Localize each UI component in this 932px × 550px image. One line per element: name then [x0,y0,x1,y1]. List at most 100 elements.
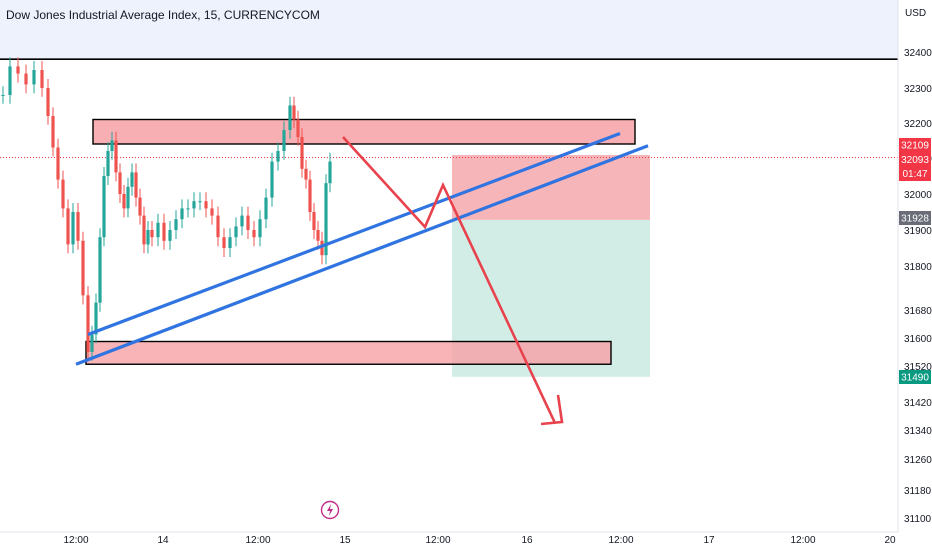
candle-body [142,215,146,245]
price-tick-label: 32400 [904,48,932,59]
lightning-bolt-icon[interactable] [320,500,340,520]
candle-body [192,201,196,209]
current-price-badge [899,138,931,152]
candle-body [186,208,190,210]
candle-body [234,226,238,238]
price-tick-label: 31420 [904,398,932,409]
candle-body [216,215,220,238]
candle-body [71,212,75,245]
candle-body [210,208,214,216]
candle-body [198,201,202,203]
time-tick-label: 14 [157,535,169,546]
countdown-badge [899,152,931,181]
candle-body [240,215,244,227]
time-tick-label: 20 [884,535,896,546]
candle-body [316,230,320,241]
candle-body [312,212,316,230]
price-tick-label: 31100 [904,514,932,525]
candle-body [264,197,268,220]
projection-arrow [342,136,557,424]
price-badges: 32109 32093 01:47 31928 31490 [899,138,931,384]
support-zone [85,340,612,365]
candle-body [94,302,98,335]
time-axis: 12:00 14 12:00 15 12:00 16 12:00 17 12:00 20 [0,531,898,546]
price-tick-label: 32300 [904,84,932,95]
candle-body [46,88,50,116]
lower-trend-line [75,144,649,366]
time-tick-label: 12:00 [425,535,450,546]
candle-body [56,147,60,180]
candle-body [114,140,118,173]
candle-body [270,161,274,198]
candle-body [122,194,126,209]
time-tick-label: 12:00 [608,535,633,546]
candle-body [162,222,166,241]
price-tick-label: 31260 [904,455,932,466]
candle-body [156,222,160,238]
candle-body [134,172,138,198]
candle-body [276,151,280,162]
candle-body [40,70,44,88]
candle-body [32,70,36,85]
price-tick-label: 32000 [904,190,932,201]
stop-level-badge-text: 31928 [901,214,929,225]
price-tick-label: 31800 [904,262,932,273]
candle-body [98,237,102,303]
candle-body [252,230,256,238]
candle-body [168,230,172,241]
price-tick-label: 31600 [904,334,932,345]
candle-body [258,219,262,238]
candle-body [90,334,94,352]
candle-body [8,66,12,95]
candle-body [282,130,286,151]
candle-body [174,219,178,230]
time-tick-label: 15 [339,535,351,546]
candle-body [246,215,250,230]
candle-body [222,237,226,248]
candle-body [288,105,292,130]
candle-body [24,73,28,85]
candle-body [304,168,308,180]
candle-body [86,295,90,352]
candle-body [1,95,5,96]
candle-body [308,179,312,212]
time-tick-label: 12:00 [63,535,88,546]
candle-body [300,137,304,169]
candle-body [292,105,296,120]
price-tick-label: 31520 [904,362,932,373]
symbol-title: Dow Jones Industrial Average Index, 15, … [6,8,320,22]
candle-body [61,179,65,209]
second-price-text: 32093 [901,155,929,166]
candle-body [106,151,110,176]
candle-body [150,230,154,238]
stop-level-badge [899,211,931,225]
currency-label: USD [905,8,927,19]
price-tick-label: 31340 [904,426,932,437]
projection-arrowhead [540,394,564,426]
time-tick-label: 16 [521,535,533,546]
candle-body [66,208,70,245]
candle-body [138,197,142,216]
candle-body [16,66,20,74]
candle-body [102,176,106,238]
time-tick-label: 12:00 [245,535,270,546]
time-tick-label: 12:00 [790,535,815,546]
countdown-text: 01:47 [902,169,927,180]
candle-body [324,183,328,256]
candle-body [130,172,134,187]
candle-body [110,140,114,151]
resistance-zone [92,118,636,145]
candle-body [126,186,130,209]
candle-body [204,201,208,209]
candles [1,57,332,361]
candle-body [51,116,55,148]
candle-body [118,172,122,194]
price-tick-label: 31900 [904,226,932,237]
chart-header-band [0,0,898,59]
candle-body [146,230,150,245]
candle-body [81,240,85,296]
time-tick-label: 17 [703,535,715,546]
candle-body [228,237,232,248]
upper-trend-line [87,132,621,336]
